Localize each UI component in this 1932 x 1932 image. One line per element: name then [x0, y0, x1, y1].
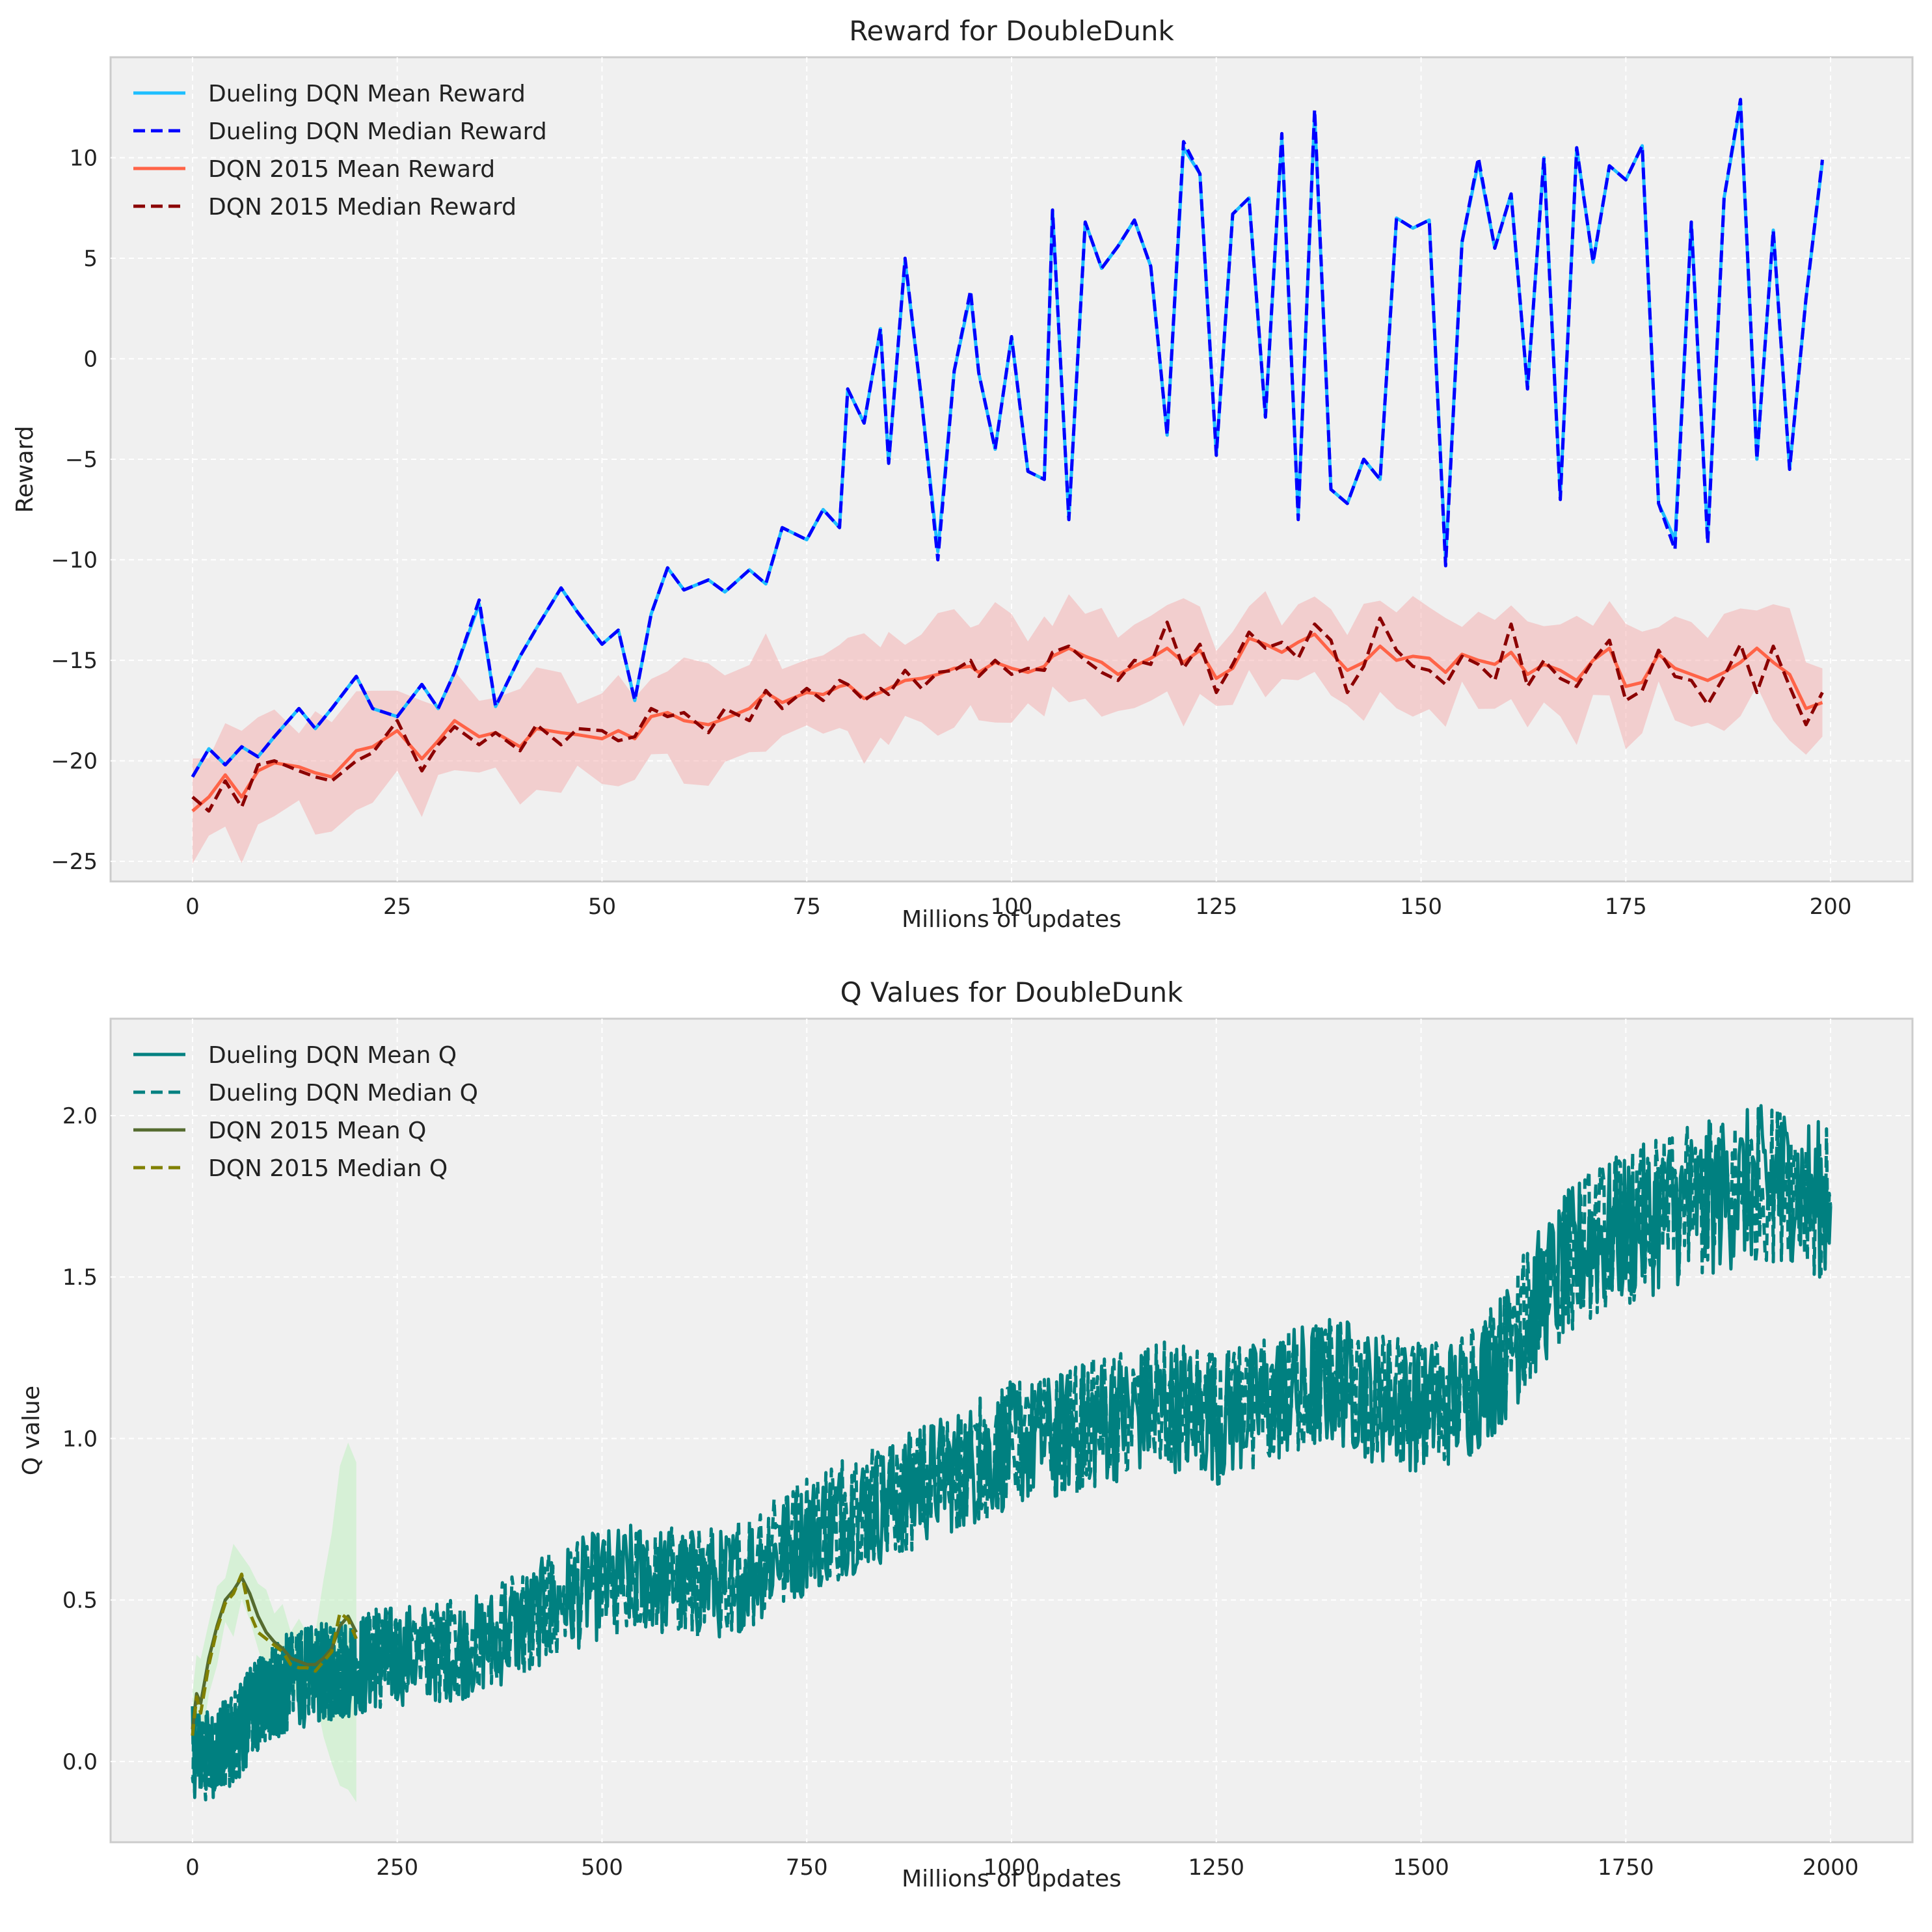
- legend-label: Dueling DQN Median Reward: [208, 118, 547, 145]
- reward-chart: 0 25 50 75 100 125 150 175 200 −25 −20 −15 −10 −5 0 5 10…: [12, 15, 1914, 933]
- y-tick-label: 1.5: [62, 1265, 98, 1291]
- x-tick-label: 50: [588, 894, 616, 920]
- x-axis-label: Millions of updates: [902, 906, 1121, 933]
- series-line-3: [191, 1572, 358, 1736]
- legend-label: DQN 2015 Mean Q: [208, 1118, 426, 1144]
- x-tick-label: 125: [1195, 894, 1237, 920]
- legend-label: Dueling DQN Mean Q: [208, 1042, 457, 1069]
- chart-title: Q Values for DoubleDunk: [840, 976, 1183, 1008]
- series-line-3: [191, 616, 1824, 813]
- y-tick-label: 5: [83, 246, 98, 272]
- series-line-1: [191, 98, 1824, 778]
- y-tick-label: 1.0: [62, 1426, 98, 1452]
- x-tick-label: 25: [383, 894, 411, 920]
- x-tick-label: 200: [1810, 894, 1852, 920]
- y-tick-label: 0.0: [62, 1749, 98, 1775]
- x-tick-label: 0: [185, 894, 200, 920]
- q-value-chart: 0 250 500 750 1000 1250 1500 1750 2000 0.0 0.5 1.0 1…: [18, 976, 1914, 1892]
- x-tick-label: 75: [793, 894, 821, 920]
- x-tick-label: 1000: [984, 1855, 1040, 1881]
- y-tick-label: −20: [51, 749, 98, 775]
- dqn-2015-spread-band: [192, 591, 1823, 864]
- x-tick-label: 250: [376, 1855, 418, 1881]
- legend-label: Dueling DQN Mean Reward: [208, 81, 526, 107]
- x-tick-label: 750: [786, 1855, 828, 1881]
- y-tick-label: −5: [65, 447, 98, 473]
- legend-label: Dueling DQN Median Q: [208, 1080, 478, 1107]
- x-tick-label: 100: [991, 894, 1033, 920]
- y-tick-label: −10: [51, 548, 98, 574]
- dqn-2015-spread-band: [192, 1442, 356, 1803]
- x-axis-label: Millions of updates: [902, 1866, 1121, 1892]
- x-tick-label: 2000: [1803, 1855, 1859, 1881]
- legend-label: DQN 2015 Mean Reward: [208, 156, 495, 183]
- chart-title: Reward for DoubleDunk: [849, 15, 1174, 47]
- x-tick-label: 175: [1605, 894, 1647, 920]
- x-tick-label: 1500: [1393, 1855, 1449, 1881]
- y-axis-label: Q value: [18, 1386, 45, 1475]
- x-tick-label: 150: [1400, 894, 1442, 920]
- legend-label: DQN 2015 Median Reward: [208, 194, 517, 221]
- y-axis-label: Reward: [12, 425, 38, 513]
- x-tick-label: 500: [581, 1855, 623, 1881]
- y-tick-label: −15: [51, 648, 98, 674]
- y-tick-label: 10: [70, 146, 98, 172]
- x-tick-label: 1750: [1598, 1855, 1654, 1881]
- x-tick-label: 1250: [1188, 1855, 1245, 1881]
- y-tick-label: 0.5: [62, 1588, 98, 1614]
- y-tick-label: −25: [51, 849, 98, 875]
- y-tick-label: 2.0: [62, 1103, 98, 1129]
- x-tick-label: 0: [185, 1855, 200, 1881]
- legend-label: DQN 2015 Median Q: [208, 1155, 448, 1182]
- y-tick-label: 0: [83, 347, 98, 373]
